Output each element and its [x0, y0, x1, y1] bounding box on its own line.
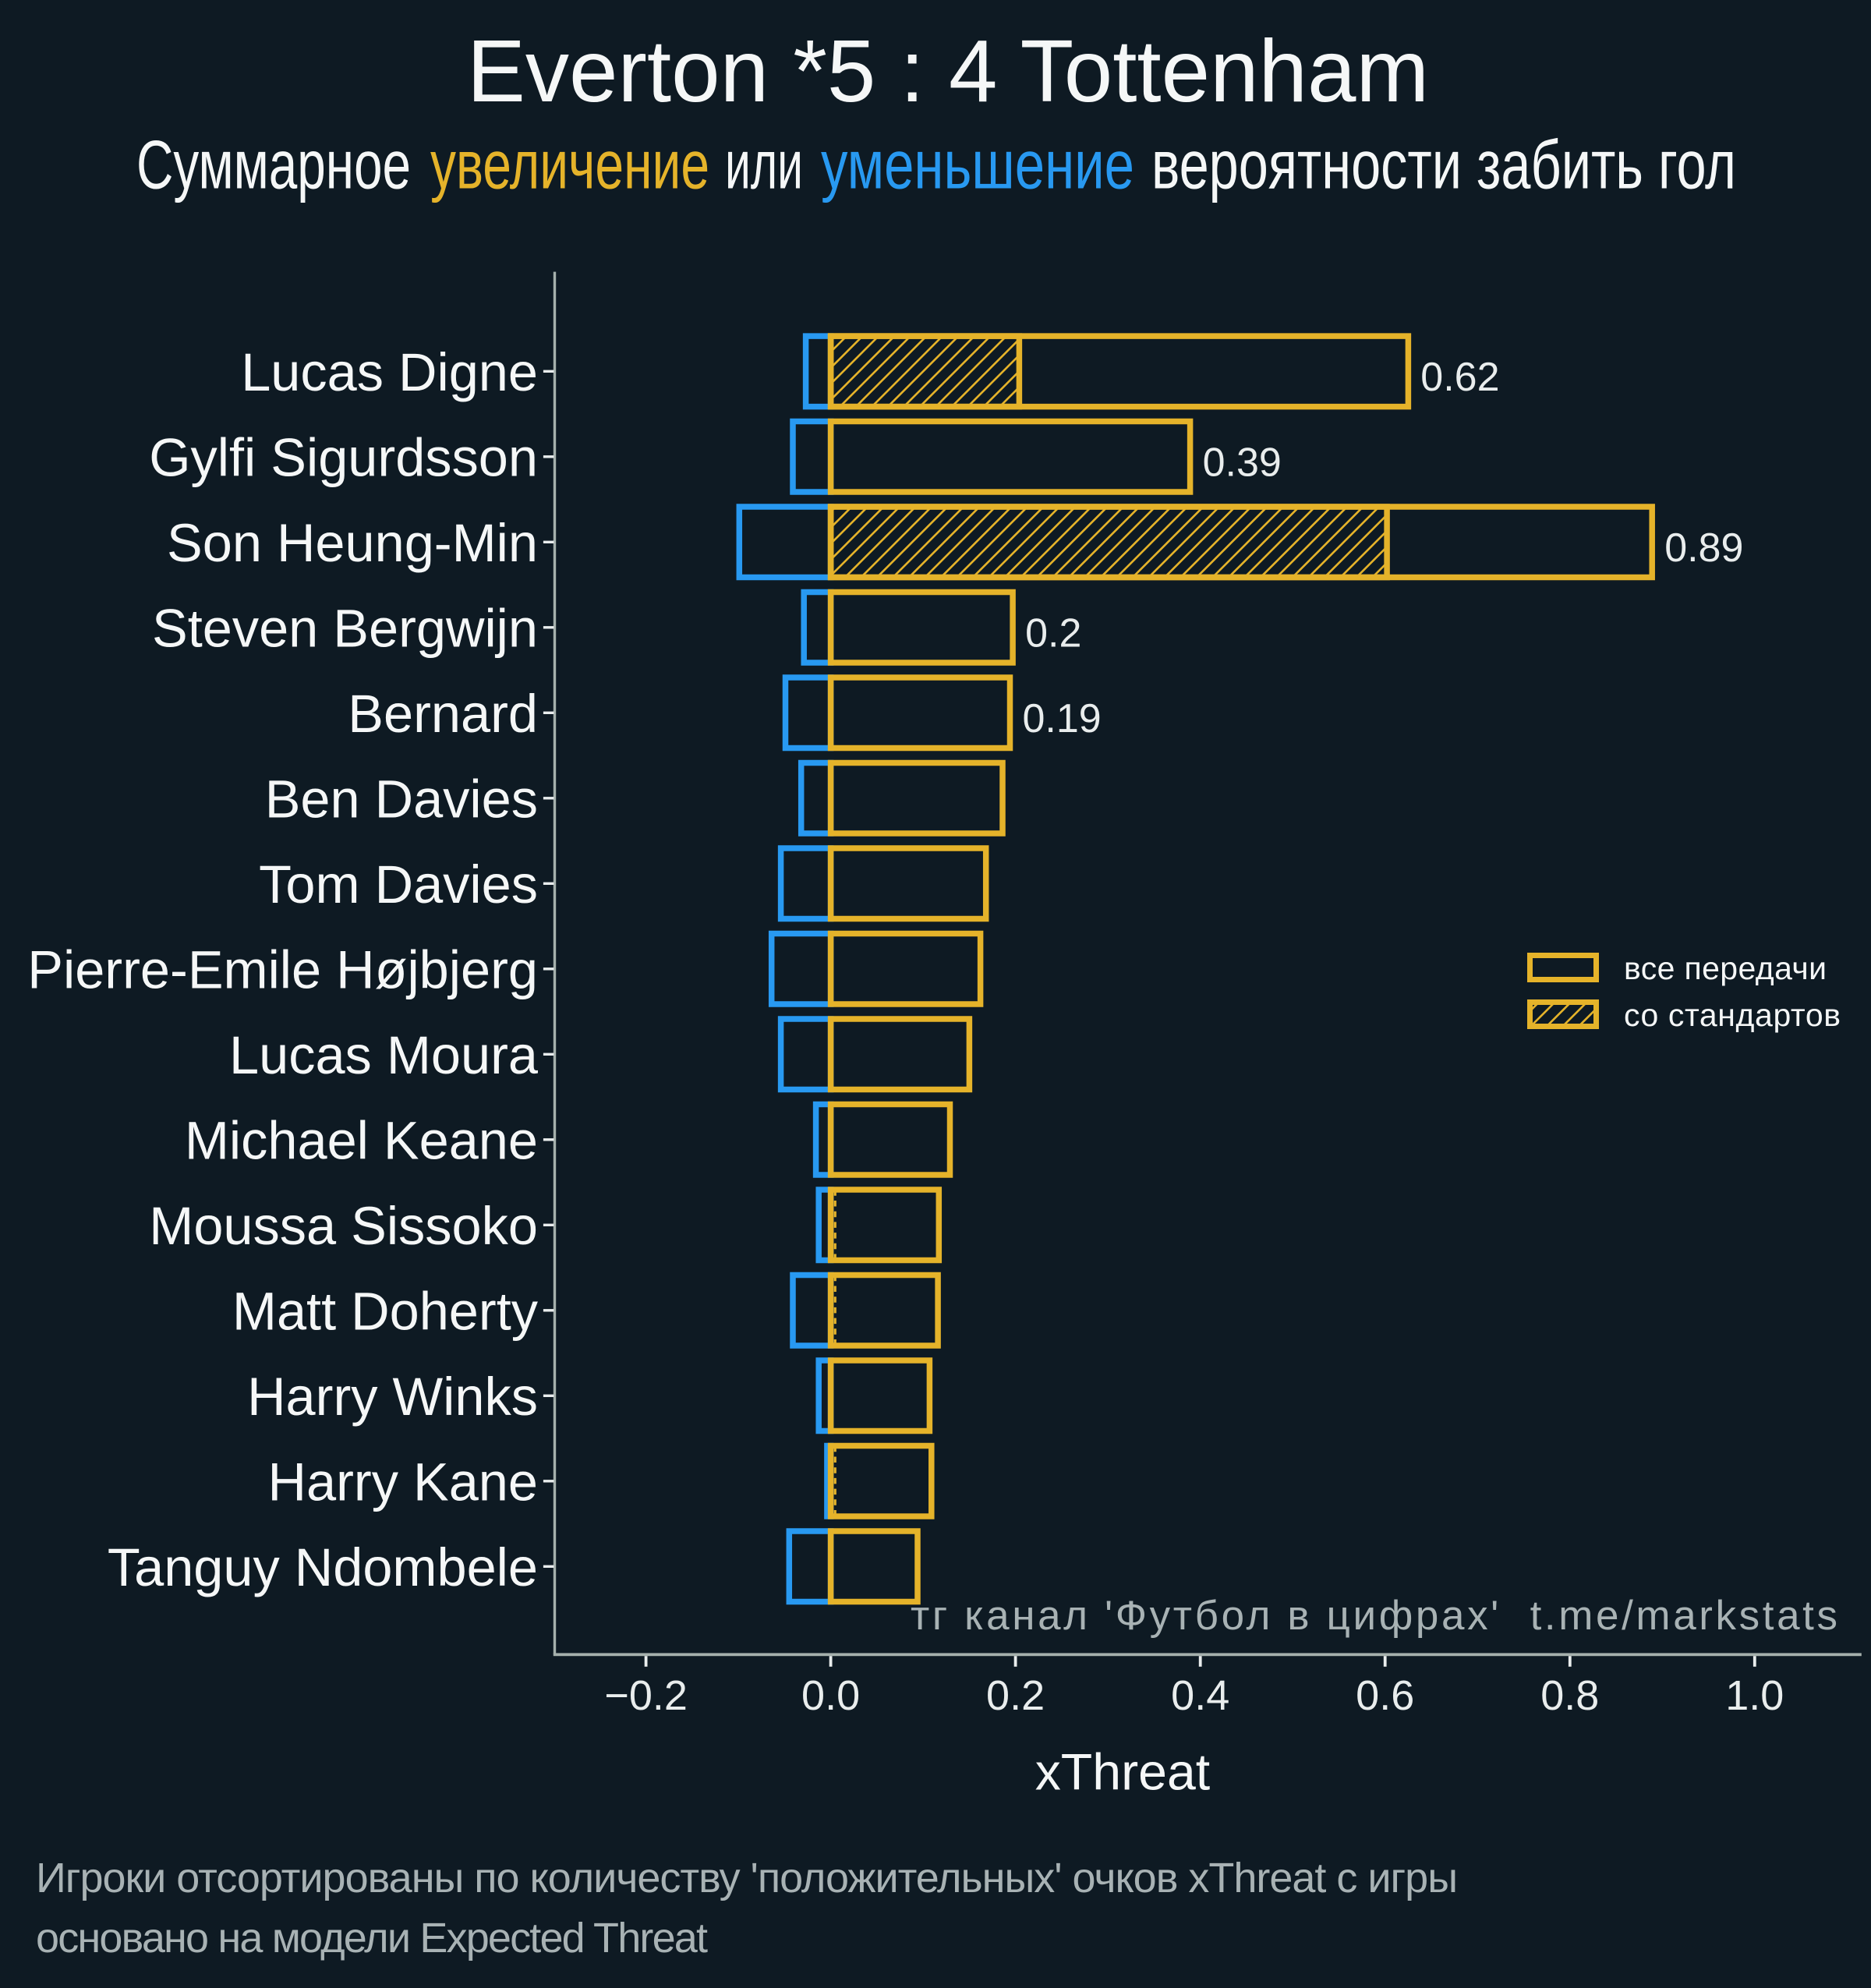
svg-text:Bernard: Bernard	[348, 684, 538, 744]
svg-text:все передачи: все передачи	[1624, 950, 1827, 986]
svg-text:Everton *5 : 4 Tottenham: Everton *5 : 4 Tottenham	[467, 22, 1429, 120]
svg-text:0.2: 0.2	[1025, 610, 1081, 656]
svg-text:Pierre-Emile Højbjerg: Pierre-Emile Højbjerg	[27, 939, 538, 999]
svg-text:Matt Doherty: Matt Doherty	[232, 1281, 539, 1341]
svg-text:Son Heung-Min: Son Heung-Min	[167, 513, 538, 573]
svg-text:Lucas Moura: Lucas Moura	[229, 1025, 539, 1085]
svg-text:тг канал 'Футбол в цифрах' t.: тг канал 'Футбол в цифрах' t.me/markstat…	[911, 1593, 1837, 1639]
svg-text:Harry Winks: Harry Winks	[247, 1367, 538, 1427]
svg-text:Игроки отсортированы по количе: Игроки отсортированы по количеству 'поло…	[36, 1855, 1458, 1901]
svg-text:Harry Kane: Harry Kane	[268, 1452, 538, 1512]
svg-text:xThreat: xThreat	[1035, 1743, 1211, 1801]
svg-text:0.2: 0.2	[986, 1672, 1045, 1719]
svg-text:1.0: 1.0	[1725, 1672, 1784, 1719]
svg-text:со стандартов: со стандартов	[1624, 997, 1841, 1033]
svg-text:0.8: 0.8	[1540, 1672, 1599, 1719]
svg-text:Gylfi Sigurdsson: Gylfi Sigurdsson	[149, 427, 538, 487]
svg-text:−0.2: −0.2	[604, 1672, 688, 1719]
svg-text:Lucas Digne: Lucas Digne	[241, 342, 538, 402]
svg-text:0.39: 0.39	[1203, 440, 1282, 485]
svg-text:0.19: 0.19	[1023, 696, 1102, 741]
svg-text:основано на модели Expected Th: основано на модели Expected Threat	[36, 1915, 708, 1961]
svg-text:Tom Davies: Tom Davies	[259, 854, 538, 914]
svg-text:Michael Keane: Michael Keane	[185, 1110, 538, 1170]
svg-text:Tanguy Ndombele: Tanguy Ndombele	[108, 1537, 538, 1597]
svg-text:0.0: 0.0	[801, 1672, 860, 1719]
svg-text:0.6: 0.6	[1356, 1672, 1414, 1719]
svg-text:0.89: 0.89	[1664, 525, 1743, 571]
svg-text:Moussa Sissoko: Moussa Sissoko	[149, 1196, 538, 1256]
svg-text:Steven Bergwijn: Steven Bergwijn	[152, 598, 538, 658]
svg-text:0.4: 0.4	[1171, 1672, 1229, 1719]
svg-text:0.62: 0.62	[1420, 355, 1499, 400]
svg-text:Ben Davies: Ben Davies	[265, 769, 538, 829]
